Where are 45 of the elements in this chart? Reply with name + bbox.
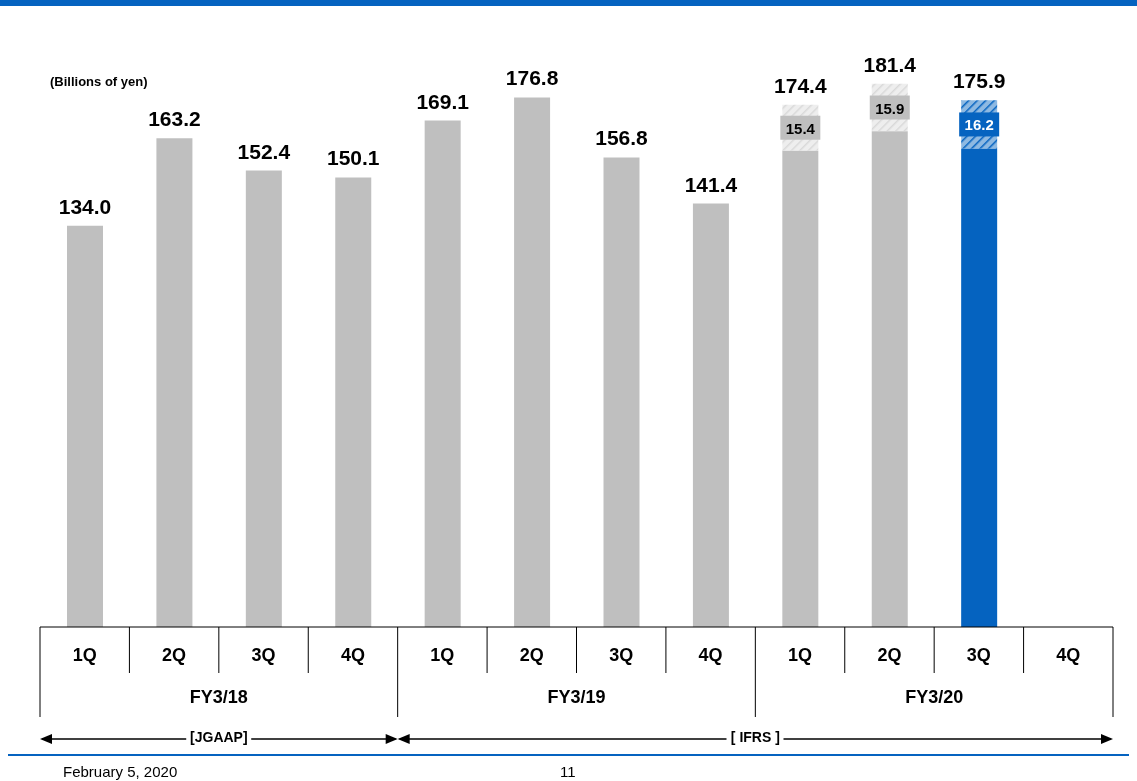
data-label: 163.2 [148,107,201,131]
total-label: 174.4 [774,73,827,97]
text: February 5, 2020 [63,763,178,780]
bar [692,203,729,627]
x-tick-label: 2Q [877,645,902,665]
x-tick-label: 3Q [609,645,634,665]
data-label: 150.1 [326,146,380,170]
text: [JGAAP] [186,729,252,745]
bar [156,138,193,627]
x-tick-label: 3Q [966,645,991,665]
text: FY3/19 [547,687,606,707]
bar [335,177,372,627]
total-label: 181.4 [863,52,917,76]
data-label: 152.4 [237,139,291,163]
data-label: 176.8 [505,66,559,90]
x-tick-label: 1Q [430,645,455,665]
x-tick-label: 4Q [340,645,365,665]
bar [961,148,998,627]
bar [245,170,282,627]
data-label: 134.0 [58,194,112,218]
bar [871,131,908,627]
text: FY3/18 [189,687,248,707]
x-tick-label: 4Q [698,645,723,665]
bar [514,97,551,627]
y-axis-title: (Billions of yen) [50,74,148,89]
x-tick-label: 2Q [519,645,544,665]
data-label: 15.4 [785,119,816,137]
bar [603,157,640,627]
total-label: 175.9 [952,69,1006,93]
text: [ IFRS ] [726,729,784,745]
x-tick-label: 4Q [1056,645,1081,665]
bar [782,150,819,627]
x-tick-label: 2Q [162,645,187,665]
x-tick-label: 1Q [788,645,813,665]
x-tick-label: 3Q [251,645,276,665]
data-label: 169.1 [416,89,470,113]
x-tick-label: 1Q [72,645,97,665]
data-label: 15.9 [875,99,905,117]
data-label: 156.8 [595,126,649,150]
data-label: 141.4 [684,172,738,196]
bar [67,225,103,627]
text: 11 [560,763,576,780]
bar [424,120,461,627]
text: FY3/20 [905,687,964,707]
data-label: 16.2 [964,116,994,134]
